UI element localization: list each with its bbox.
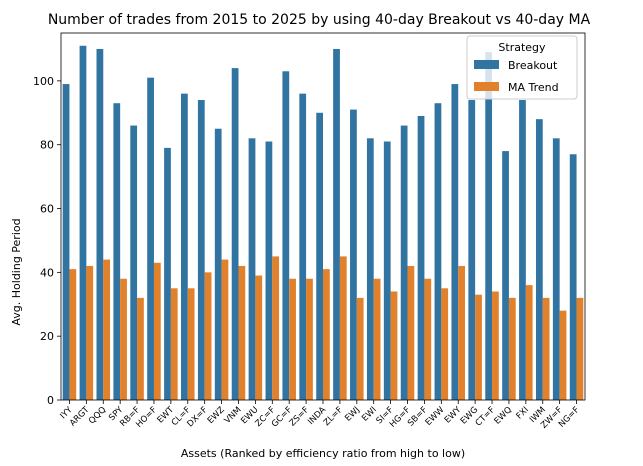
bar-ma-trend-dx-f xyxy=(204,272,212,400)
x-axis-label: Assets (Ranked by efficiency ratio from … xyxy=(181,447,465,460)
bar-breakout-ewy xyxy=(451,84,459,401)
y-tick-label-40: 40 xyxy=(40,266,54,279)
bar-breakout-zl-f xyxy=(333,48,340,401)
bar-breakout-cl-f xyxy=(181,93,188,401)
bar-breakout-ewu xyxy=(248,138,256,400)
x-tick-label-ewj: EWJ xyxy=(343,405,362,424)
bar-breakout-gc-f xyxy=(282,71,290,400)
bar-ma-trend-hg-f xyxy=(407,265,415,400)
bar-ma-trend-argt xyxy=(86,265,94,400)
bar-ma-trend-ewi xyxy=(373,278,381,400)
bar-breakout-eww xyxy=(434,103,442,401)
bar-breakout-si-f xyxy=(383,141,391,401)
x-tick-label-zl-f: ZL=F xyxy=(322,405,345,428)
bar-ma-trend-ewg xyxy=(475,294,482,400)
bar-ma-trend-zl-f xyxy=(339,256,347,400)
bar-breakout-iwm xyxy=(535,119,543,400)
bar-ma-trend-ewj xyxy=(356,297,364,400)
x-tick-label-argt: ARGT xyxy=(68,404,92,428)
bar-ma-trend-ng-f xyxy=(576,297,584,400)
legend-title: Strategy xyxy=(498,41,546,54)
legend: Strategy Breakout MA Trend xyxy=(466,35,578,100)
bar-ma-trend-zw-f xyxy=(559,310,567,400)
x-tick-label-vnm: VNM xyxy=(223,405,244,426)
bar-ma-trend-ewy xyxy=(458,265,465,400)
bar-breakout-zs-f xyxy=(299,93,307,401)
y-tick-label-60: 60 xyxy=(40,203,54,216)
bar-breakout-ewz xyxy=(214,128,222,400)
bar-ma-trend-gc-f xyxy=(289,278,296,400)
bar-ma-trend-ct-f xyxy=(492,291,499,400)
x-tick-label-zs-f: ZS=F xyxy=(288,405,312,429)
bar-breakout-fxi xyxy=(519,100,526,400)
bar-ma-trend-zs-f xyxy=(306,278,313,400)
legend-swatch-ma-trend xyxy=(474,82,499,91)
bar-ma-trend-inda xyxy=(323,269,330,400)
bar-ma-trend-ewt xyxy=(170,288,178,400)
bar-ma-trend-si-f xyxy=(390,291,398,400)
x-tick-label-ct-f: CT=F xyxy=(474,405,498,429)
y-tick-label-100: 100 xyxy=(33,75,54,88)
bar-breakout-ct-f xyxy=(485,52,493,400)
bar-ma-trend-fxi xyxy=(525,285,533,400)
bar-breakout-zc-f xyxy=(265,141,273,401)
legend-swatch-breakout xyxy=(474,60,499,69)
x-tick-label-eww: EWW xyxy=(424,405,447,428)
legend-label-ma-trend: MA Trend xyxy=(508,81,559,94)
bar-ma-trend-zc-f xyxy=(272,256,280,400)
x-tick-label-qqq: QQQ xyxy=(87,405,108,426)
bar-breakout-ewj xyxy=(350,109,357,400)
legend-label-breakout: Breakout xyxy=(508,59,558,72)
bar-breakout-rb-f xyxy=(130,125,138,401)
bar-breakout-ewq xyxy=(502,151,509,400)
y-tick-label-0: 0 xyxy=(47,394,54,407)
bar-breakout-sb-f xyxy=(417,115,425,401)
bar-ma-trend-ewq xyxy=(508,297,516,400)
bar-breakout-hg-f xyxy=(400,125,408,401)
bar-breakout-dx-f xyxy=(197,100,205,400)
bar-breakout-vnm xyxy=(231,68,239,401)
bar-ma-trend-rb-f xyxy=(137,297,144,400)
bar-ma-trend-spy xyxy=(120,278,127,400)
bar-breakout-ng-f xyxy=(569,154,577,400)
bar-ma-trend-iyy xyxy=(69,269,77,400)
x-tick-label-sb-f: SB=F xyxy=(406,405,430,429)
bar-ma-trend-vnm xyxy=(238,265,246,400)
bar-breakout-qqq xyxy=(96,48,104,401)
bar-breakout-ewi xyxy=(366,138,374,400)
bar-breakout-ewt xyxy=(164,147,171,400)
bar-breakout-inda xyxy=(316,112,323,401)
bar-breakout-spy xyxy=(113,103,121,401)
y-axis-label: Avg. Holding Period xyxy=(10,218,23,325)
bar-ma-trend-qqq xyxy=(103,259,111,400)
bar-ma-trend-cl-f xyxy=(187,288,195,400)
bar-ma-trend-ho-f xyxy=(153,262,161,400)
x-tick-label-ewz: EWZ xyxy=(206,405,227,426)
y-tick-label-80: 80 xyxy=(40,139,54,152)
bar-breakout-argt xyxy=(79,45,87,400)
bar-breakout-iyy xyxy=(62,84,70,401)
bar-ma-trend-ewu xyxy=(255,275,263,400)
x-tick-label-ewq: EWQ xyxy=(493,405,515,427)
plot-area: 020406080100IYYARGTQQQSPYRB=FHO=FEWTCL=F… xyxy=(33,32,586,431)
bar-breakout-ho-f xyxy=(147,77,154,401)
chart-title: Number of trades from 2015 to 2025 by us… xyxy=(48,12,591,28)
bar-ma-trend-ewz xyxy=(221,259,229,400)
y-tick-label-20: 20 xyxy=(40,330,54,343)
bar-ma-trend-eww xyxy=(441,288,449,400)
bar-breakout-zw-f xyxy=(552,138,560,400)
bar-ma-trend-sb-f xyxy=(424,278,432,400)
bar-ma-trend-iwm xyxy=(542,297,550,400)
bar-breakout-ewg xyxy=(468,100,476,400)
